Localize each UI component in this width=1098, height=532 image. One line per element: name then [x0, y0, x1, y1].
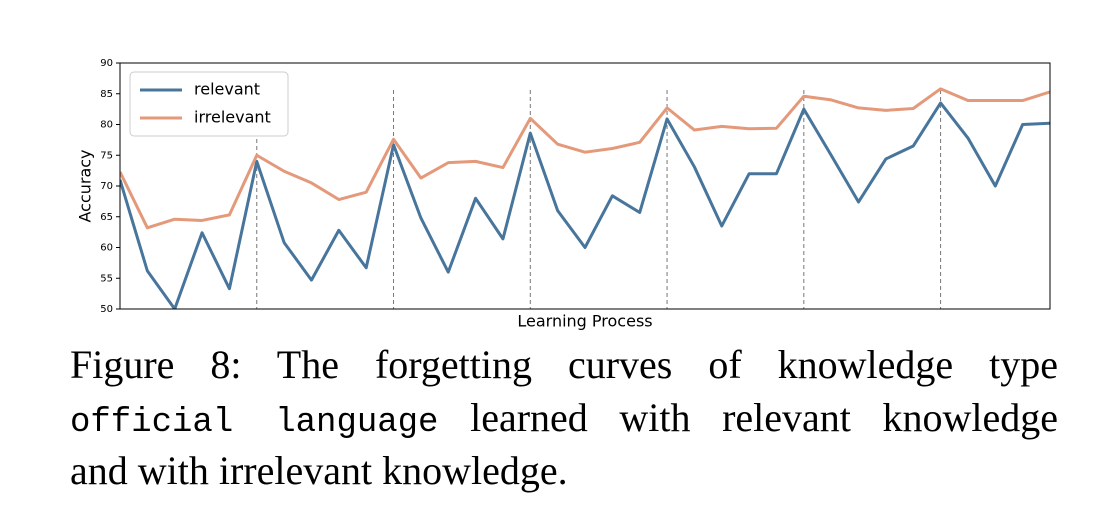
caption-line: Figure 8: The forgetting curves of knowl…: [70, 342, 1058, 387]
y-tick-label: 60: [100, 243, 113, 254]
y-tick-label: 65: [100, 212, 113, 223]
plot: [120, 87, 1050, 309]
y-tick-label: 85: [100, 89, 113, 100]
y-tick-label: 70: [100, 181, 113, 192]
legend-label: irrelevant: [194, 108, 271, 127]
y-tick-label: 55: [100, 273, 113, 284]
caption-line: and with irrelevant knowledge.: [70, 448, 568, 493]
legend-label: relevant: [194, 80, 260, 99]
chart: Learning Process Accuracy 50 55 60 65 70 75 80…: [76, 58, 1051, 331]
series-line: [120, 87, 1050, 230]
y-axis-label: Accuracy: [76, 149, 95, 222]
caption-code: official language: [70, 404, 439, 442]
plot-frame: [119, 62, 1051, 310]
y-tick-label: 80: [100, 120, 113, 131]
series-line: [120, 101, 1050, 309]
caption-line: official language learned with relevant …: [70, 393, 1058, 448]
x-axis-label: Learning Process: [517, 312, 652, 331]
y-tick-label: 75: [100, 150, 113, 161]
caption-text: learned with relevant knowledge: [470, 395, 1059, 440]
y-tick-label: 50: [100, 304, 113, 315]
legend-box: [129, 71, 289, 137]
y-tick-label: 90: [100, 58, 113, 69]
